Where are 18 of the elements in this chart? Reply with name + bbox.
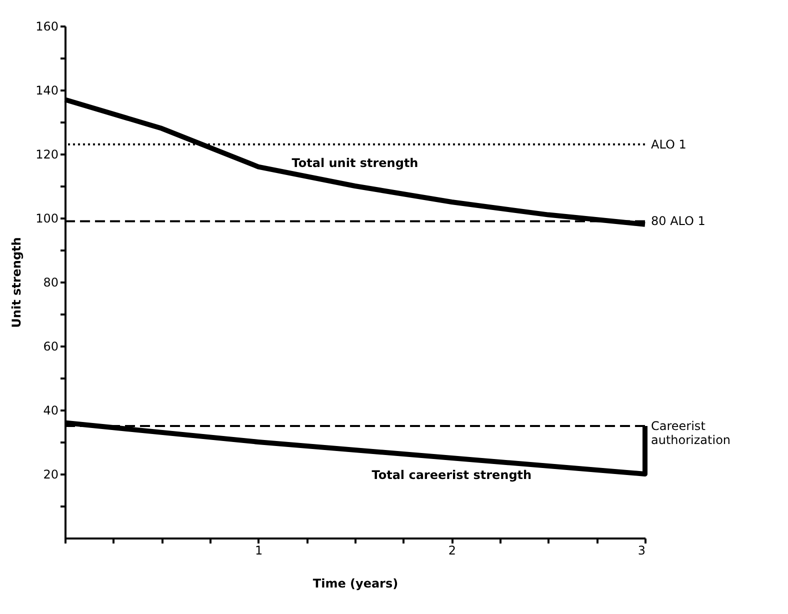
y-tick-label: 40: [43, 404, 58, 418]
y-tick-label: 20: [43, 468, 58, 482]
x-tick-label: 1: [255, 544, 263, 558]
ref-line-label: ALO 1: [651, 137, 686, 152]
y-tick-label: 80: [43, 276, 58, 290]
y-tick-label: 140: [36, 84, 58, 98]
x-axis-title: Time (years): [312, 576, 398, 590]
ref-line-label: 80 ALO 1: [651, 214, 706, 228]
y-tick-label: 60: [43, 340, 58, 354]
series-label: Total unit strength: [292, 156, 418, 170]
y-tick-label: 100: [36, 212, 58, 226]
ref-line-label: Careerist authorization: [651, 419, 731, 447]
y-tick-label: 120: [36, 148, 58, 162]
x-tick-label: 3: [638, 544, 646, 558]
y-axis-title: Unit strength: [10, 237, 24, 328]
x-tick-label: 2: [448, 544, 456, 558]
y-tick-label: 160: [36, 20, 58, 34]
series-label: Total careerist strength: [372, 468, 532, 482]
